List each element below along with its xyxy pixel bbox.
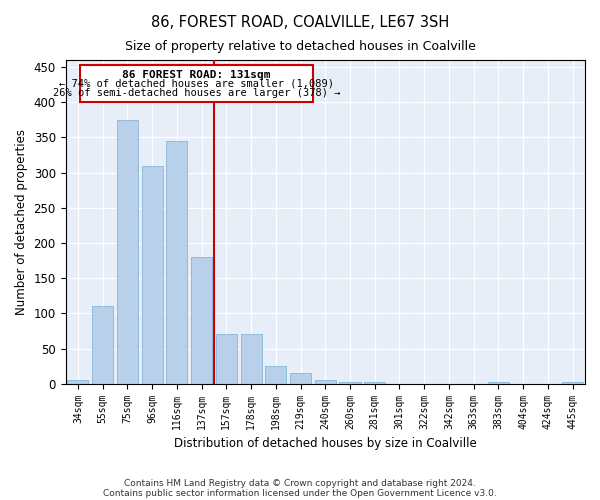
Bar xyxy=(488,382,509,384)
Bar xyxy=(92,306,113,384)
Bar xyxy=(117,120,138,384)
Text: Contains HM Land Registry data © Crown copyright and database right 2024.: Contains HM Land Registry data © Crown c… xyxy=(124,478,476,488)
Text: Size of property relative to detached houses in Coalville: Size of property relative to detached ho… xyxy=(125,40,475,53)
Bar xyxy=(315,380,336,384)
Bar xyxy=(562,382,583,384)
Bar xyxy=(364,382,385,384)
Text: 26% of semi-detached houses are larger (378) →: 26% of semi-detached houses are larger (… xyxy=(53,88,340,98)
Bar xyxy=(166,141,187,384)
Bar xyxy=(265,366,286,384)
Bar xyxy=(67,380,88,384)
X-axis label: Distribution of detached houses by size in Coalville: Distribution of detached houses by size … xyxy=(174,437,476,450)
Bar xyxy=(142,166,163,384)
Bar xyxy=(191,257,212,384)
Text: 86 FOREST ROAD: 131sqm: 86 FOREST ROAD: 131sqm xyxy=(122,70,271,80)
Y-axis label: Number of detached properties: Number of detached properties xyxy=(15,129,28,315)
Text: Contains public sector information licensed under the Open Government Licence v3: Contains public sector information licen… xyxy=(103,488,497,498)
Bar xyxy=(216,334,237,384)
FancyBboxPatch shape xyxy=(80,65,313,102)
Text: ← 74% of detached houses are smaller (1,089): ← 74% of detached houses are smaller (1,… xyxy=(59,79,334,89)
Bar xyxy=(290,373,311,384)
Bar xyxy=(241,334,262,384)
Text: 86, FOREST ROAD, COALVILLE, LE67 3SH: 86, FOREST ROAD, COALVILLE, LE67 3SH xyxy=(151,15,449,30)
Bar xyxy=(340,382,361,384)
